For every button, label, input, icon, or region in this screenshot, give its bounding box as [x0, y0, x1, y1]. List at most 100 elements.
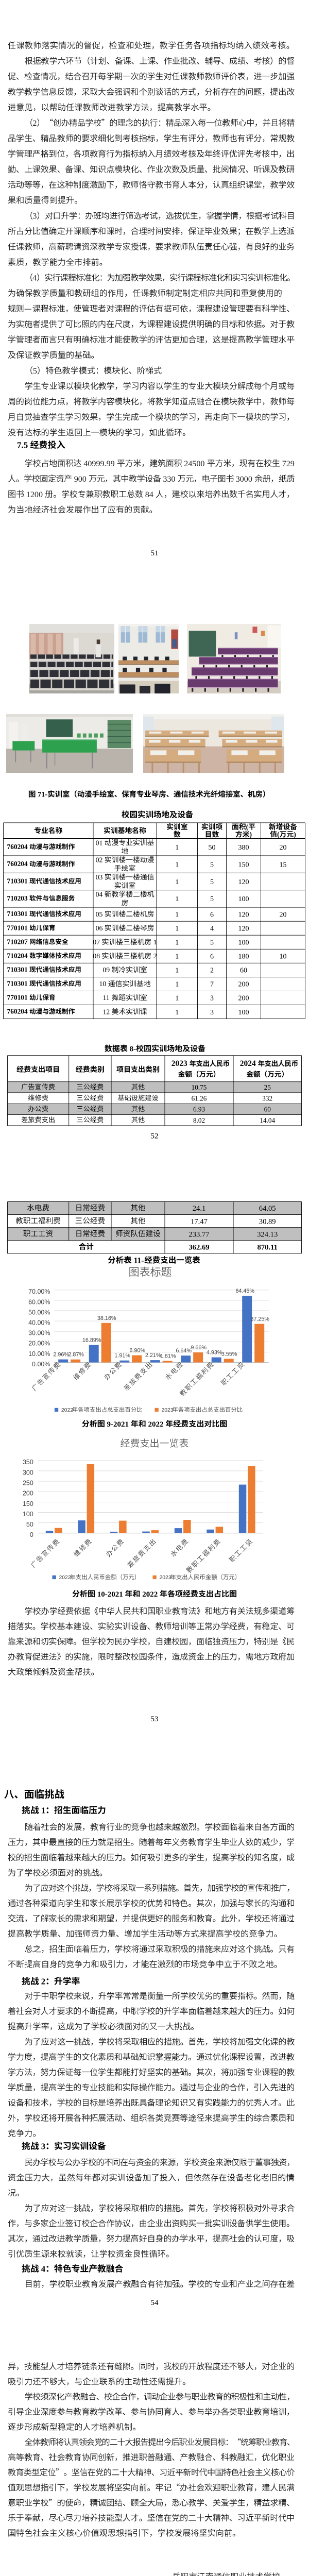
svg-text:1: 1	[151, 938, 157, 946]
svg-text:120: 120	[238, 911, 249, 919]
svg-text:1: 1	[175, 939, 179, 947]
svg-text:(: (	[246, 823, 249, 832]
svg-text:16.89%: 16.89%	[82, 1337, 101, 1344]
svg-text:2022: 2022	[146, 1420, 166, 1429]
svg-text:84: 84	[143, 490, 156, 499]
svg-text:1: 1	[175, 1009, 179, 1016]
svg-text:6: 6	[210, 911, 214, 919]
svg-text:): )	[250, 831, 252, 839]
svg-text:7: 7	[210, 981, 214, 989]
svg-text:2023: 2023	[160, 1575, 171, 1581]
svg-text:30.89: 30.89	[259, 1217, 276, 1226]
svg-text:324.13: 324.13	[257, 1230, 278, 1239]
svg-text:760204: 760204	[7, 860, 30, 868]
svg-text:51: 51	[151, 549, 159, 557]
svg-text:10.00%: 10.00%	[28, 1350, 50, 1358]
svg-text:24.1: 24.1	[193, 1205, 206, 1213]
svg-text:50: 50	[209, 844, 216, 852]
svg-text:10: 10	[99, 980, 108, 988]
svg-text:20: 20	[280, 911, 287, 919]
svg-text:710207: 710207	[7, 938, 30, 945]
svg-text:2022: 2022	[141, 1590, 160, 1599]
svg-text:100: 100	[238, 1009, 249, 1016]
svg-text:17.47: 17.47	[191, 1217, 208, 1226]
svg-text:4: 4	[39, 2264, 46, 2274]
svg-text:3000: 3000	[234, 475, 254, 484]
svg-text:9.66%: 9.66%	[191, 1345, 207, 1351]
svg-text:20.00%: 20.00%	[28, 1340, 50, 1347]
svg-text:2.21%: 2.21%	[145, 1352, 161, 1359]
svg-text:60.00%: 60.00%	[28, 1298, 50, 1306]
svg-text:64.45%: 64.45%	[235, 1288, 254, 1294]
svg-text:14.04: 14.04	[260, 1116, 275, 1124]
svg-text:710301: 710301	[7, 910, 30, 918]
svg-text:770101: 770101	[7, 924, 30, 931]
svg-text:4.93%: 4.93%	[207, 1350, 222, 1356]
svg-text:25: 25	[264, 1083, 271, 1091]
svg-text:1: 1	[39, 1805, 46, 1815]
svg-text:2: 2	[210, 967, 214, 975]
svg-text:1: 1	[175, 981, 179, 989]
svg-text:1.61%: 1.61%	[160, 1353, 176, 1359]
svg-text:2.96%: 2.96%	[53, 1352, 69, 1358]
svg-text:710301: 710301	[7, 877, 30, 885]
svg-text:09: 09	[102, 966, 111, 974]
svg-text:08: 08	[93, 952, 101, 960]
svg-text:1: 1	[175, 878, 179, 886]
svg-text:2023: 2023	[171, 1059, 190, 1068]
svg-text:1: 1	[175, 895, 179, 903]
svg-text:1.91%: 1.91%	[114, 1353, 130, 1359]
svg-text:900: 900	[72, 475, 89, 484]
svg-text:120: 120	[238, 878, 249, 886]
svg-text:61.26: 61.26	[192, 1094, 207, 1102]
svg-text:5: 5	[33, 367, 37, 376]
svg-text:24500: 24500	[182, 460, 207, 468]
svg-text:0: 0	[30, 1531, 33, 1538]
svg-text:1200: 1200	[24, 490, 45, 499]
svg-text:6.64%: 6.64%	[176, 1348, 192, 1354]
svg-text:710301: 710301	[7, 980, 30, 988]
svg-text:3: 3	[210, 1009, 214, 1016]
svg-text:60: 60	[240, 967, 247, 975]
svg-text:710203: 710203	[7, 894, 30, 902]
svg-text:770101: 770101	[7, 994, 30, 1002]
svg-text:100: 100	[238, 895, 249, 903]
svg-text:8-: 8-	[128, 1045, 136, 1053]
svg-text:03: 03	[96, 873, 105, 881]
svg-text:6.93: 6.93	[193, 1106, 205, 1113]
svg-text:300: 300	[23, 1469, 33, 1476]
svg-text:06: 06	[96, 924, 105, 932]
svg-text:52: 52	[151, 1132, 159, 1141]
svg-text:40999.99: 40999.99	[81, 460, 116, 468]
svg-text:40.00%: 40.00%	[28, 1319, 50, 1327]
svg-text:1: 1	[175, 844, 179, 852]
svg-text:1: 1	[175, 861, 179, 869]
svg-text:): )	[294, 831, 296, 839]
svg-text:710204: 710204	[7, 952, 30, 959]
svg-text:2022: 2022	[59, 1575, 71, 1581]
svg-text:8.02: 8.02	[193, 1116, 205, 1124]
svg-text:(: (	[277, 831, 280, 839]
svg-text:64.05: 64.05	[259, 1205, 276, 1213]
svg-text:729: 729	[280, 460, 295, 468]
svg-text:1: 1	[175, 953, 179, 961]
svg-text:2022: 2022	[61, 1408, 73, 1413]
svg-text:200: 200	[238, 981, 249, 989]
svg-text:50: 50	[26, 1521, 33, 1528]
svg-text:6: 6	[210, 953, 214, 961]
svg-text:70.00%: 70.00%	[28, 1288, 50, 1295]
svg-text:150: 150	[23, 1500, 33, 1507]
svg-text:710301: 710301	[7, 965, 30, 973]
svg-text:3: 3	[210, 995, 214, 1003]
svg-text:53: 53	[151, 1715, 159, 1723]
svg-text:0.00%: 0.00%	[32, 1361, 50, 1368]
svg-text:233.77: 233.77	[188, 1230, 209, 1239]
svg-text:10.75: 10.75	[192, 1083, 207, 1091]
svg-text:5: 5	[210, 861, 214, 869]
svg-text:7.5: 7.5	[17, 440, 30, 450]
svg-text:4: 4	[210, 925, 214, 933]
svg-text:5: 5	[210, 939, 214, 947]
svg-text:6.90%: 6.90%	[129, 1348, 145, 1354]
svg-text:15: 15	[280, 861, 287, 869]
svg-text:330: 330	[161, 475, 177, 484]
